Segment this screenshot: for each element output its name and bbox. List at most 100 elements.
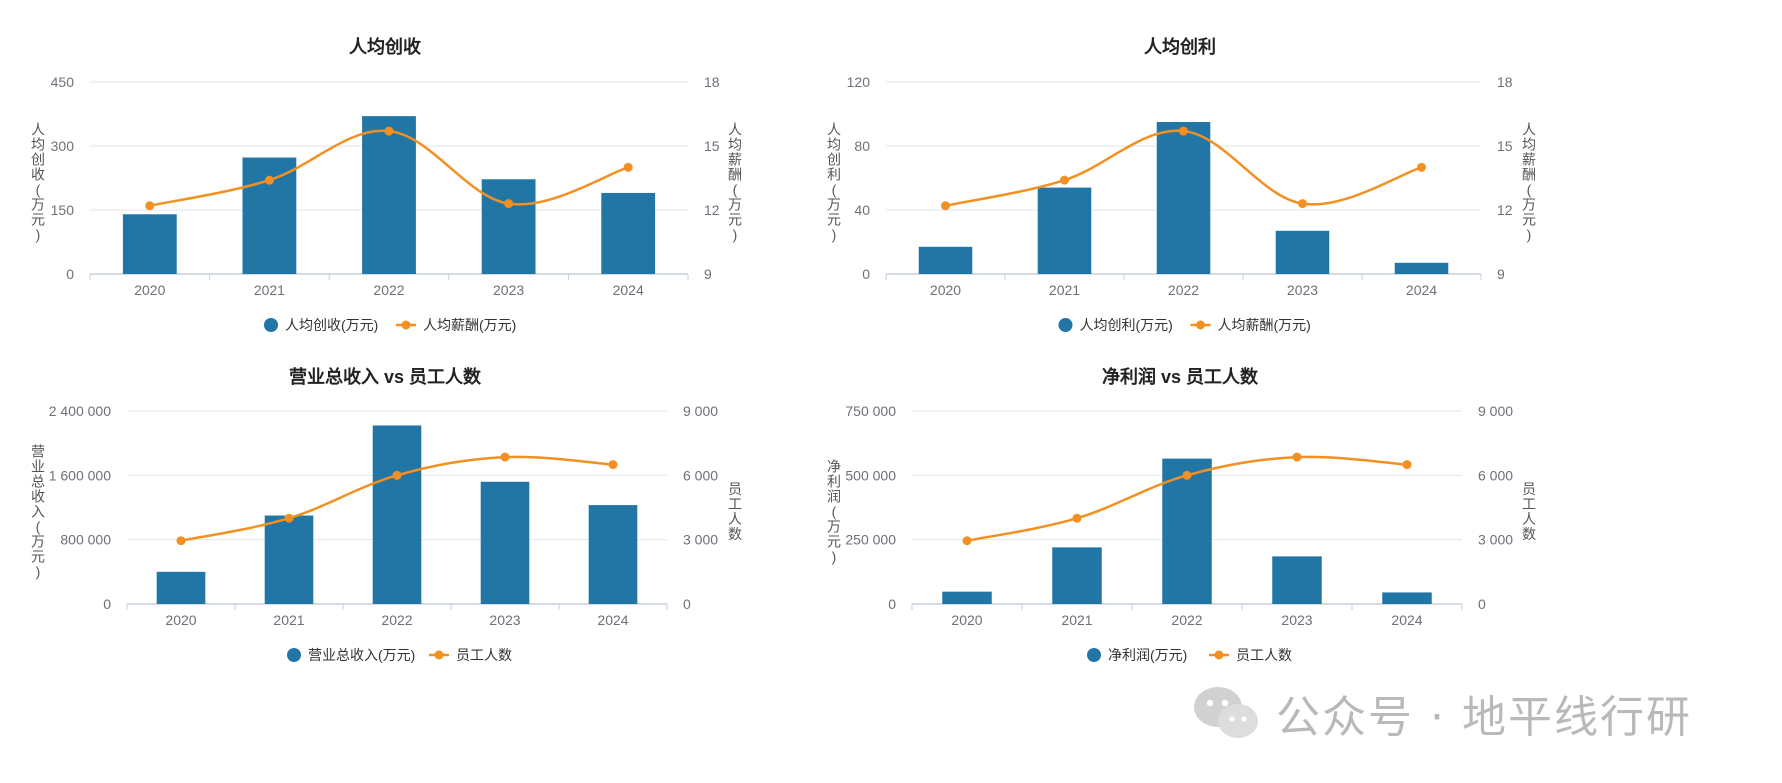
line-point-2023: [500, 452, 510, 462]
left-tick-label: 40: [854, 202, 870, 218]
bar-2022: [1156, 122, 1211, 274]
bar-2020: [122, 214, 177, 274]
right-tick-label: 6 000: [1478, 467, 1513, 483]
legend[interactable]: 人均创收(万元) 人均薪酬(万元): [264, 317, 516, 333]
y-axis-title-right: 员工人数: [728, 481, 742, 542]
chart-panel-3: 营业总收入 vs 员工人数 0 0 800 000 3 000 1 600 000 6 00…: [31, 366, 742, 663]
right-tick-label: 12: [1497, 202, 1513, 218]
line-point-2020: [941, 201, 950, 211]
right-tick-label: 12: [704, 202, 720, 218]
legend-line-label[interactable]: 人均薪酬(万元): [423, 317, 516, 333]
x-tick-label: 2021: [273, 612, 304, 628]
legend-line-dot: [434, 650, 444, 660]
left-tick-label: 150: [51, 202, 75, 218]
left-tick-label: 120: [847, 74, 871, 90]
x-tick-label: 2021: [254, 282, 285, 298]
left-tick-label: 2 400 000: [49, 403, 111, 419]
line-point-2024: [1402, 460, 1412, 470]
legend-line-dot: [1196, 320, 1205, 330]
bar-2024: [601, 192, 656, 274]
legend-bar-marker: [287, 648, 301, 662]
y-axis-title-left: 人均创利(万元): [827, 122, 841, 243]
bar-2024: [1382, 592, 1432, 604]
y-axis-title-right: 员工人数: [1522, 481, 1536, 542]
legend-bar-marker: [1058, 318, 1073, 332]
x-tick-label: 2023: [1287, 282, 1318, 298]
right-tick-label: 0: [683, 596, 691, 612]
legend-bar-label[interactable]: 净利润(万元): [1108, 647, 1187, 663]
x-tick-label: 2020: [930, 282, 961, 298]
legend-line-dot: [401, 320, 411, 330]
line-point-2022: [384, 126, 394, 136]
x-tick-label: 2023: [493, 282, 524, 298]
left-tick-label: 800 000: [60, 532, 111, 548]
legend-bar-label[interactable]: 营业总收入(万元): [308, 647, 415, 663]
right-tick-label: 6 000: [683, 467, 718, 483]
bar-2022: [372, 425, 422, 604]
right-tick-label: 18: [1497, 74, 1513, 90]
legend-line-label[interactable]: 人均薪酬(万元): [1218, 317, 1311, 333]
chart-title: 人均创利: [1144, 36, 1216, 57]
watermark: 公众号 · 地平线行研: [1192, 683, 1692, 743]
y-axis-title-right: 人均薪酬(万元): [728, 122, 742, 243]
x-tick-label: 2024: [597, 612, 628, 628]
watermark-text: 公众号 · 地平线行研: [1276, 692, 1692, 743]
wechat-icon: [1194, 687, 1258, 738]
legend[interactable]: 人均创利(万元) 人均薪酬(万元): [1058, 317, 1311, 333]
x-tick-label: 2022: [381, 612, 412, 628]
chart-title: 人均创收: [349, 36, 421, 57]
bar-2021: [1037, 187, 1092, 274]
x-tick-label: 2022: [1171, 612, 1202, 628]
legend-line-label[interactable]: 员工人数: [1236, 647, 1292, 663]
bar-2023: [481, 179, 536, 274]
line-point-2021: [264, 175, 274, 185]
right-tick-label: 15: [704, 138, 720, 154]
left-tick-label: 80: [854, 138, 870, 154]
x-tick-label: 2024: [1391, 612, 1422, 628]
chart-title: 营业总收入 vs 员工人数: [289, 366, 482, 387]
bar-2021: [242, 157, 297, 274]
line-point-2023: [504, 199, 514, 209]
line-point-2021: [1060, 175, 1069, 185]
chart-panel-2: 人均创利 0 9 40 12 80 15 120 18 2020 2021 2022 2023 2024 人…: [827, 36, 1536, 333]
legend-bar-marker: [1087, 648, 1101, 662]
bar-2023: [1275, 230, 1330, 274]
bar-2020: [918, 246, 973, 274]
right-tick-label: 3 000: [1478, 532, 1513, 548]
x-tick-label: 2020: [951, 612, 982, 628]
x-tick-label: 2022: [1168, 282, 1199, 298]
legend-line-dot: [1214, 650, 1224, 660]
x-tick-label: 2024: [613, 282, 644, 298]
bar-2020: [156, 571, 206, 604]
left-tick-label: 300: [51, 138, 75, 154]
x-tick-label: 2023: [489, 612, 520, 628]
right-tick-label: 9 000: [1478, 403, 1513, 419]
line-point-2024: [608, 460, 618, 470]
legend-bar-label[interactable]: 人均创利(万元): [1080, 317, 1173, 333]
legend-bar-label[interactable]: 人均创收(万元): [285, 317, 378, 333]
right-tick-label: 9: [1497, 266, 1505, 282]
bar-2024: [1394, 262, 1449, 274]
right-tick-label: 9 000: [683, 403, 718, 419]
left-tick-label: 500 000: [845, 467, 896, 483]
right-tick-label: 9: [704, 266, 712, 282]
x-tick-label: 2021: [1049, 282, 1080, 298]
chart-panel-4: 净利润 vs 员工人数 0 0 250 000 3 000 500 000 6 000 750…: [827, 366, 1536, 663]
bar-2023: [480, 481, 530, 604]
bar-2021: [264, 515, 314, 604]
line-point-2024: [623, 162, 633, 172]
line-point-2024: [1417, 162, 1426, 172]
x-tick-label: 2020: [134, 282, 165, 298]
y-axis-title-right: 人均薪酬(万元): [1522, 122, 1536, 243]
legend[interactable]: 净利润(万元) 员工人数: [1087, 647, 1292, 663]
bar-2022: [1162, 458, 1212, 604]
left-tick-label: 250 000: [845, 532, 896, 548]
x-tick-label: 2022: [373, 282, 404, 298]
bar-2023: [1272, 556, 1322, 604]
legend-line-label[interactable]: 员工人数: [456, 647, 512, 663]
y-axis-title-left: 营业总收入(万元): [31, 444, 45, 580]
left-tick-label: 0: [862, 266, 870, 282]
legend[interactable]: 营业总收入(万元) 员工人数: [287, 647, 512, 663]
line-point-2023: [1292, 452, 1302, 462]
